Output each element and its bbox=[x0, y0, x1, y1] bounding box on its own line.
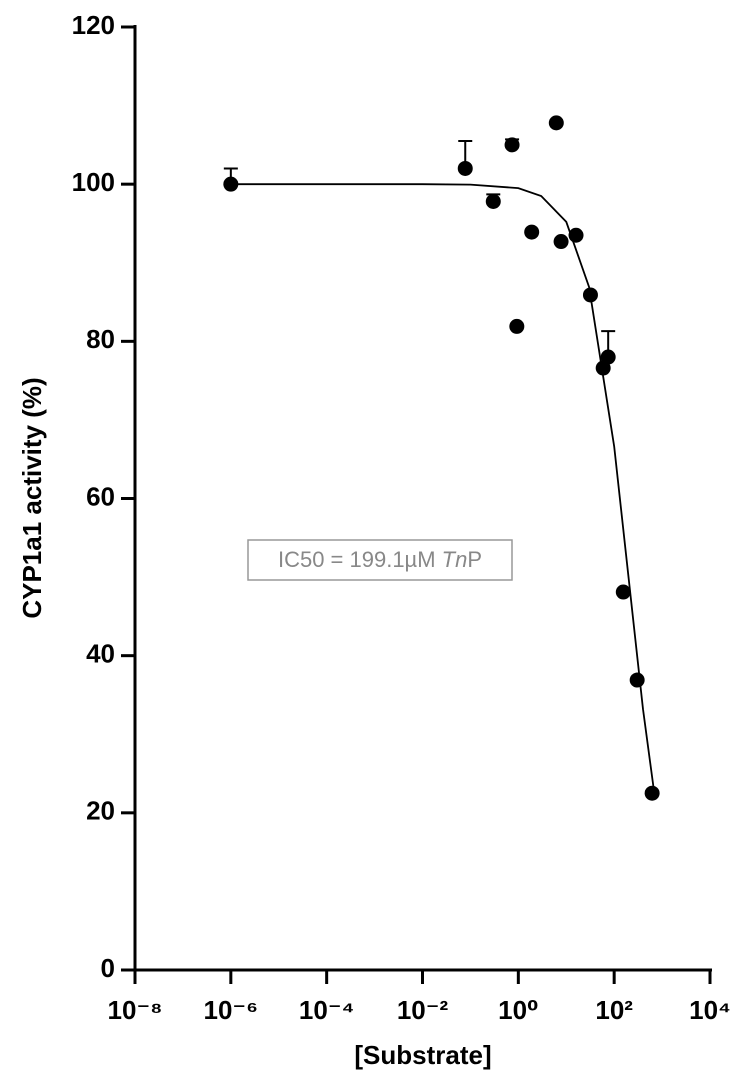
point bbox=[524, 224, 540, 240]
y-axis-label: CYP1a1 activity (%) bbox=[17, 377, 47, 618]
y-tick-label: 0 bbox=[101, 953, 115, 983]
point bbox=[615, 584, 631, 600]
y-tick-label: 120 bbox=[72, 10, 115, 40]
point bbox=[553, 234, 569, 250]
point bbox=[548, 115, 564, 131]
annotation-text: P bbox=[467, 547, 482, 572]
point bbox=[485, 193, 501, 209]
x-axis-label: [Substrate] bbox=[354, 1040, 491, 1070]
point bbox=[600, 349, 616, 365]
point bbox=[457, 160, 473, 176]
point bbox=[568, 227, 584, 243]
y-tick-label: 60 bbox=[86, 481, 115, 511]
y-tick-label: 80 bbox=[86, 324, 115, 354]
annotation: IC50 = 199.1µM TnP bbox=[278, 547, 482, 572]
x-tick-label: 10⁻⁸ bbox=[108, 995, 163, 1025]
x-tick-label: 10² bbox=[595, 995, 633, 1025]
y-tick-label: 100 bbox=[72, 167, 115, 197]
y-tick-label: 20 bbox=[86, 796, 115, 826]
x-tick-label: 10⁴ bbox=[689, 995, 731, 1025]
point bbox=[509, 318, 525, 334]
annotation-text: IC50 = 199.1µM bbox=[278, 547, 442, 572]
point bbox=[644, 785, 660, 801]
y-tick-label: 40 bbox=[86, 639, 115, 669]
x-tick-label: 10⁰ bbox=[498, 995, 538, 1025]
fit-line bbox=[230, 183, 656, 797]
annotation-text: Tn bbox=[442, 547, 468, 572]
point bbox=[504, 137, 520, 153]
point bbox=[223, 176, 239, 192]
point bbox=[629, 672, 645, 688]
x-tick-label: 10⁻⁶ bbox=[204, 995, 259, 1025]
annotation-box bbox=[247, 539, 513, 581]
point bbox=[582, 287, 598, 303]
x-tick-label: 10⁻⁴ bbox=[299, 995, 355, 1025]
x-tick-label: 10⁻² bbox=[397, 995, 449, 1025]
